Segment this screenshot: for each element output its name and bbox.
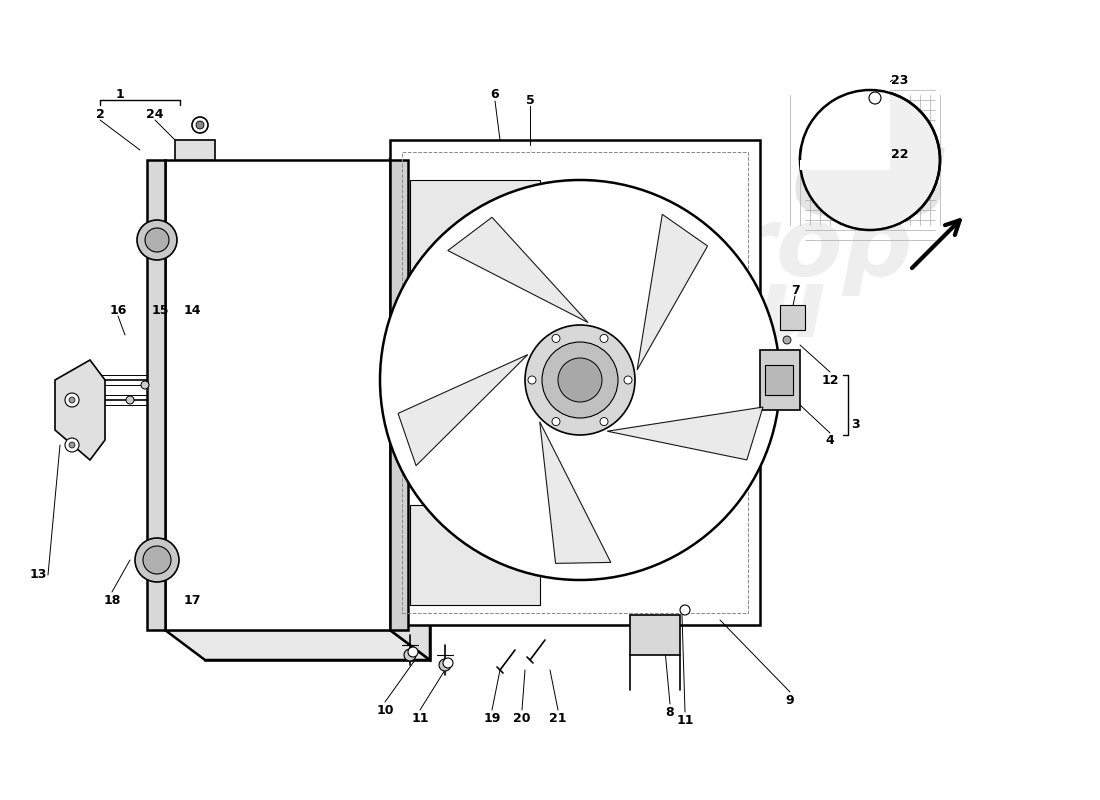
Circle shape xyxy=(196,121,204,129)
Circle shape xyxy=(624,376,632,384)
Circle shape xyxy=(69,442,75,448)
Bar xyxy=(760,350,800,410)
Polygon shape xyxy=(398,354,528,466)
Text: 10: 10 xyxy=(376,703,394,717)
Circle shape xyxy=(552,334,560,342)
Bar xyxy=(390,140,760,625)
Text: 3: 3 xyxy=(850,418,859,431)
Circle shape xyxy=(126,396,134,404)
Circle shape xyxy=(192,117,208,133)
Circle shape xyxy=(552,418,560,426)
Text: 4: 4 xyxy=(826,434,835,446)
Circle shape xyxy=(65,438,79,452)
Text: 23: 23 xyxy=(891,74,909,86)
Polygon shape xyxy=(147,160,165,630)
Text: 13: 13 xyxy=(30,569,46,582)
Polygon shape xyxy=(637,214,707,370)
Polygon shape xyxy=(205,190,430,660)
Text: 5: 5 xyxy=(526,94,535,106)
Text: 1: 1 xyxy=(116,89,124,102)
Text: 6: 6 xyxy=(491,89,499,102)
Text: 8: 8 xyxy=(666,706,674,718)
Circle shape xyxy=(379,180,780,580)
Circle shape xyxy=(600,334,608,342)
Text: Eu: Eu xyxy=(692,263,828,357)
Text: 20: 20 xyxy=(514,711,530,725)
Text: 7: 7 xyxy=(791,283,800,297)
Text: 11: 11 xyxy=(676,714,694,726)
Text: 15: 15 xyxy=(152,303,168,317)
Text: 12: 12 xyxy=(822,374,838,386)
Bar xyxy=(410,180,540,280)
Circle shape xyxy=(404,649,416,661)
Circle shape xyxy=(800,90,940,230)
Polygon shape xyxy=(55,360,104,460)
Bar xyxy=(402,152,748,613)
Text: es: es xyxy=(791,119,949,241)
Circle shape xyxy=(143,546,170,574)
Polygon shape xyxy=(165,630,430,660)
Circle shape xyxy=(141,381,149,389)
Circle shape xyxy=(525,325,635,435)
Text: rop: rop xyxy=(728,203,912,297)
Text: 22: 22 xyxy=(891,149,909,162)
Text: 2: 2 xyxy=(96,109,104,122)
Text: 9: 9 xyxy=(785,694,794,706)
Text: 11: 11 xyxy=(411,711,429,725)
Text: 21: 21 xyxy=(549,711,566,725)
Circle shape xyxy=(439,659,451,671)
Circle shape xyxy=(408,647,418,657)
Circle shape xyxy=(869,92,881,104)
Circle shape xyxy=(528,376,536,384)
Polygon shape xyxy=(390,160,430,660)
Text: 17: 17 xyxy=(184,594,200,606)
Text: a passion for cars since 1985: a passion for cars since 1985 xyxy=(483,242,757,358)
Polygon shape xyxy=(607,407,763,460)
Polygon shape xyxy=(175,140,214,160)
Circle shape xyxy=(680,605,690,615)
Circle shape xyxy=(443,658,453,668)
Polygon shape xyxy=(800,80,890,170)
Circle shape xyxy=(69,397,75,403)
Bar xyxy=(630,615,680,655)
Circle shape xyxy=(65,393,79,407)
Bar xyxy=(400,365,420,380)
Polygon shape xyxy=(165,160,390,630)
Text: 18: 18 xyxy=(103,594,121,606)
Circle shape xyxy=(145,228,169,252)
Circle shape xyxy=(135,538,179,582)
Circle shape xyxy=(783,336,791,344)
Text: 19: 19 xyxy=(483,711,500,725)
Bar xyxy=(764,365,793,395)
Circle shape xyxy=(138,220,177,260)
Text: 24: 24 xyxy=(146,109,164,122)
Bar xyxy=(410,505,540,605)
Circle shape xyxy=(558,358,602,402)
Bar xyxy=(780,305,805,330)
Text: 16: 16 xyxy=(109,303,126,317)
Polygon shape xyxy=(448,218,588,322)
Circle shape xyxy=(542,342,618,418)
Circle shape xyxy=(600,418,608,426)
Polygon shape xyxy=(390,160,408,630)
Polygon shape xyxy=(540,422,611,563)
Text: 14: 14 xyxy=(184,303,200,317)
